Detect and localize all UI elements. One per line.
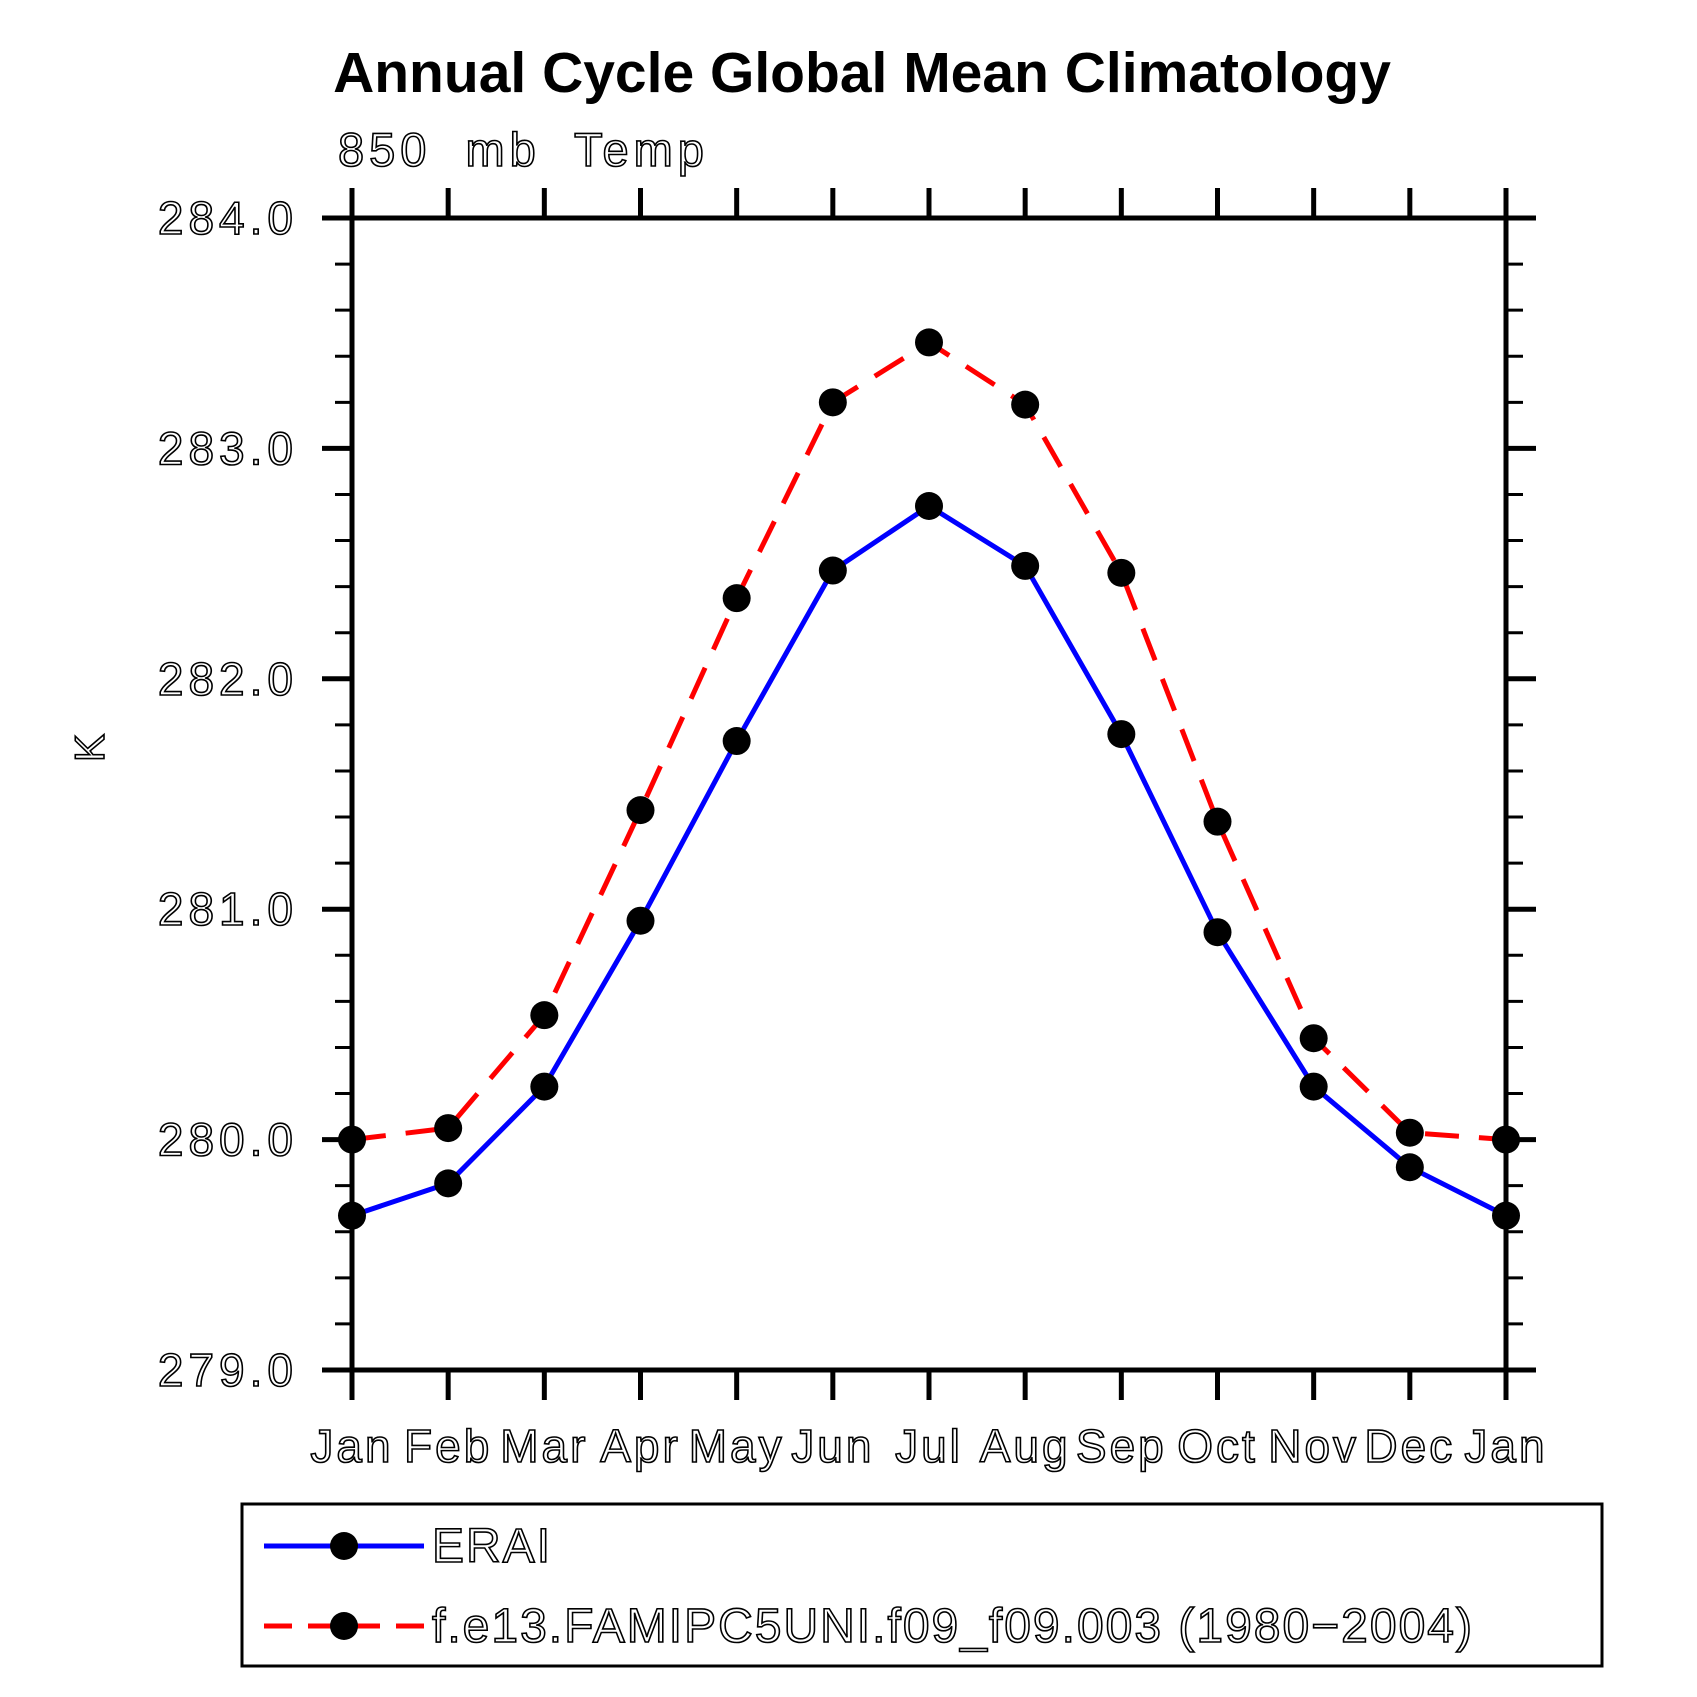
x-tick-label: May [689, 1420, 785, 1472]
legend-box [240, 1502, 1604, 1668]
data-point-marker [1011, 390, 1040, 419]
data-point-marker [434, 1169, 463, 1198]
data-point-marker [915, 328, 943, 357]
data-point-marker [626, 906, 655, 935]
y-tick-label: 279.0 [158, 1344, 298, 1396]
data-point-marker [1107, 720, 1136, 749]
data-point-marker [1107, 558, 1136, 587]
x-tick-label: Sep [1076, 1420, 1167, 1472]
y-tick-label: 280.0 [158, 1114, 298, 1166]
x-tick-label: Jul [895, 1420, 963, 1472]
data-point-marker [1395, 1153, 1424, 1182]
data-point-marker [1011, 551, 1040, 580]
series-line-erai [351, 503, 1508, 1218]
x-tick-label: Mar [500, 1420, 588, 1472]
data-point-marker [1492, 1201, 1520, 1230]
y-tick-label: 282.0 [158, 653, 298, 705]
data-point-marker [530, 1001, 559, 1030]
chart-subtitle: 850 mb Temp [338, 123, 709, 176]
data-point-marker [1203, 807, 1232, 836]
data-point-marker [1299, 1024, 1328, 1053]
x-tick-label: Jan [1464, 1420, 1547, 1472]
data-point-marker [338, 1125, 366, 1154]
x-tick-label: Nov [1268, 1420, 1359, 1472]
data-point-marker [530, 1072, 559, 1101]
data-point-marker [915, 492, 943, 520]
y-tick-label: 284.0 [158, 192, 298, 244]
data-point-marker [626, 796, 655, 825]
x-tick-label: Dec [1364, 1420, 1455, 1472]
data-point-marker [818, 388, 847, 417]
x-tick-label: Jan [310, 1420, 393, 1472]
legend-label: ERAI [432, 1520, 552, 1573]
data-point-marker [722, 584, 751, 613]
y-tick-label: 283.0 [158, 422, 298, 474]
y-axis-label: K [66, 734, 113, 762]
legend-label: f.e13.FAMIPC5UNI.f09_f09.003 (1980−2004) [432, 1600, 1474, 1653]
legend-marker [330, 1612, 358, 1640]
plot-border [349, 215, 1509, 1373]
data-point-marker [434, 1114, 463, 1143]
data-point-marker [722, 727, 751, 756]
data-point-marker [338, 1201, 366, 1230]
data-point-marker [818, 556, 847, 585]
x-tick-label: Jun [791, 1420, 874, 1472]
x-tick-label: Apr [600, 1420, 681, 1472]
legend-marker [330, 1532, 358, 1560]
chart-title: Annual Cycle Global Mean Climatology [333, 41, 1391, 105]
data-point-marker [1492, 1125, 1520, 1154]
x-tick-label: Oct [1177, 1420, 1258, 1472]
x-tick-label: Aug [980, 1420, 1071, 1472]
series-line-model [351, 339, 1507, 1143]
x-tick-label: Feb [404, 1420, 492, 1472]
data-point-marker [1203, 918, 1232, 947]
y-tick-label: 281.0 [158, 883, 298, 935]
data-point-marker [1395, 1118, 1424, 1147]
data-point-marker [1299, 1072, 1328, 1101]
